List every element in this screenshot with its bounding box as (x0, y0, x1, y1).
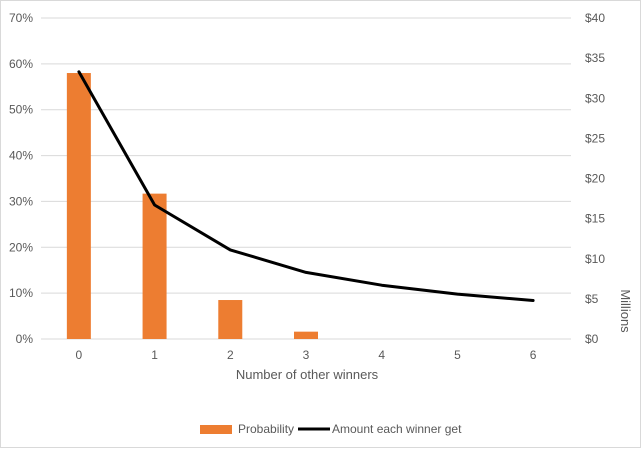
y-left-tick-label: 40% (9, 149, 33, 163)
legend-label-probability: Probability (238, 422, 294, 436)
legend: Probability Amount each winner get (200, 422, 462, 436)
y-right-tick-label: $15 (585, 212, 605, 226)
bar-probability-2 (218, 300, 243, 339)
y-right-tick-label: $30 (585, 91, 605, 105)
y-left-tick-label: 20% (9, 240, 33, 254)
y-right-tick-label: $5 (585, 292, 599, 306)
y-right-tick-label: $20 (585, 172, 605, 186)
y-right-tick-label: $10 (585, 252, 605, 266)
x-tick-label: 3 (303, 348, 310, 362)
y-right-tick-label: $35 (585, 51, 605, 65)
y-right-tick-label: $40 (585, 11, 605, 25)
y-left-tick-label: 10% (9, 286, 33, 300)
x-tick-label: 5 (454, 348, 461, 362)
legend-label-amount: Amount each winner get (332, 422, 462, 436)
y-axis-left-ticks: 0% 10% 20% 30% 40% 50% 60% 70% (9, 11, 33, 346)
line-point-0 (77, 70, 81, 73)
probability-bars (66, 73, 318, 340)
amount-line-layer (77, 70, 535, 302)
y-axis-right-title: Millions (618, 289, 633, 333)
line-point-5 (456, 292, 459, 296)
y-right-tick-label: $25 (585, 131, 605, 145)
line-point-2 (229, 248, 232, 252)
bar-probability-0 (66, 73, 91, 340)
x-tick-label: 1 (151, 348, 158, 362)
y-left-tick-label: 0% (16, 332, 34, 346)
y-left-tick-label: 60% (9, 57, 33, 71)
x-tick-label: 0 (76, 348, 83, 362)
y-left-tick-label: 30% (9, 194, 33, 208)
line-point-3 (304, 271, 308, 274)
x-tick-label: 4 (378, 348, 385, 362)
y-left-tick-label: 50% (9, 103, 33, 117)
y-left-tick-label: 70% (9, 11, 33, 25)
line-point-6 (531, 299, 535, 302)
y-right-tick-label: $0 (585, 332, 599, 346)
bar-probability-1 (142, 193, 167, 339)
x-tick-label: 6 (530, 348, 537, 362)
x-axis-ticks: 0 1 2 3 4 5 6 (76, 348, 537, 362)
x-tick-label: 2 (227, 348, 234, 362)
legend-swatch-probability (200, 425, 232, 434)
gridlines (41, 17, 571, 340)
line-point-1 (153, 203, 156, 207)
x-axis-title: Number of other winners (236, 367, 379, 382)
line-point-4 (380, 284, 383, 287)
y-axis-right-ticks: $0 $5 $10 $15 $20 $25 $30 $35 $40 (585, 11, 605, 346)
bar-probability-3 (294, 331, 318, 339)
